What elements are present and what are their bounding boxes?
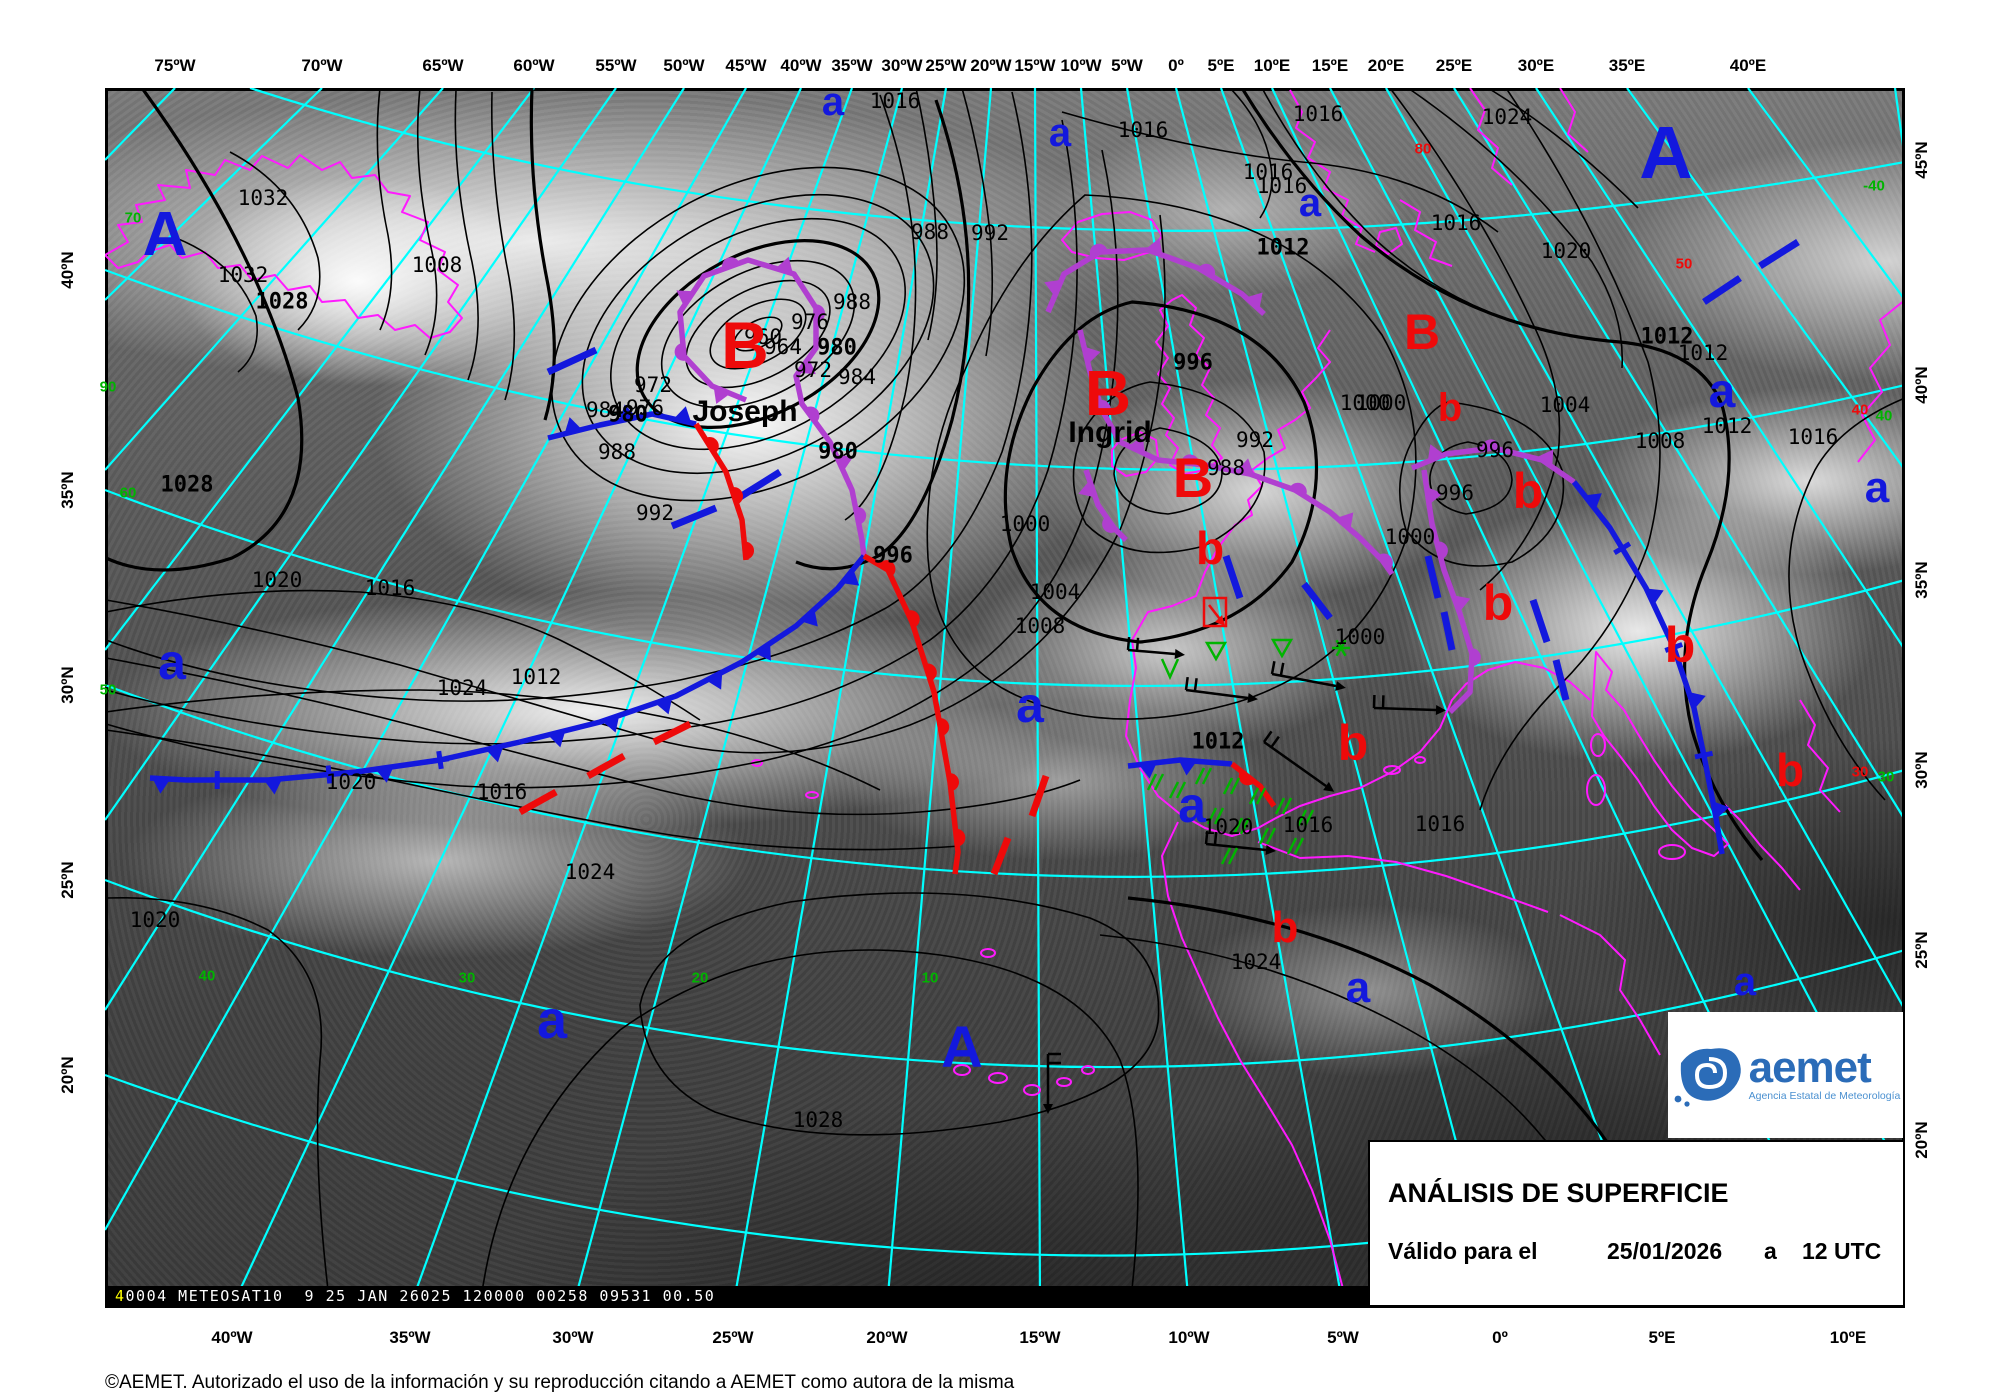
- aemet-logo-tagline: Agencia Estatal de Meteorología: [1748, 1090, 1901, 1103]
- lon-label-top: 40ºW: [780, 56, 822, 75]
- lon-label-bottom: 5ºW: [1327, 1328, 1359, 1347]
- lat-label-left: 30ºN: [58, 666, 77, 704]
- lon-label-bottom: 5ºE: [1648, 1328, 1676, 1347]
- lon-label-top: 15ºE: [1311, 56, 1349, 75]
- lon-label-top: 20ºW: [970, 56, 1012, 75]
- lat-label-right: 25ºN: [1912, 931, 1931, 969]
- lon-label-top: 65ºW: [422, 56, 464, 75]
- lon-label-top: 10ºW: [1060, 56, 1102, 75]
- lon-label-top: 30ºW: [881, 56, 923, 75]
- valid-label: Válido para el: [1388, 1238, 1538, 1264]
- lat-label-right: 30ºN: [1912, 751, 1931, 789]
- lon-label-top: 15ºW: [1014, 56, 1056, 75]
- lat-label-right: 40ºN: [1912, 366, 1931, 404]
- lon-label-bottom: 20ºW: [866, 1328, 908, 1347]
- lon-label-top: 5ºE: [1207, 56, 1235, 75]
- valid-date: 25/01/2026: [1607, 1238, 1723, 1264]
- metadata-first-char: 4: [115, 1287, 126, 1305]
- lon-label-bottom: 0º: [1492, 1328, 1508, 1347]
- lon-label-top: 10ºE: [1253, 56, 1291, 75]
- valid-time: 12 UTC: [1802, 1238, 1882, 1264]
- satellite-map-canvas: [105, 88, 1905, 1308]
- lon-label-top: 30ºE: [1517, 56, 1555, 75]
- lat-label-left: 40ºN: [58, 251, 77, 289]
- valid-time-row: Válido para el 25/01/2026 a 12 UTC: [1370, 1238, 1903, 1268]
- lon-label-top: 35ºE: [1608, 56, 1646, 75]
- lat-label-left: 25ºN: [58, 861, 77, 899]
- lon-label-top: 55ºW: [595, 56, 637, 75]
- aemet-logo-mark-icon: [1674, 1048, 1741, 1107]
- lon-label-top: 45ºW: [725, 56, 767, 75]
- lon-label-bottom: 35ºW: [389, 1328, 431, 1347]
- lat-label-right: 45ºN: [1912, 141, 1931, 179]
- lat-label-left: 35ºN: [58, 471, 77, 509]
- lon-label-bottom: 40ºW: [211, 1328, 253, 1347]
- lon-label-top: 5ºW: [1111, 56, 1143, 75]
- lon-label-top: 75ºW: [154, 56, 196, 75]
- lat-label-left: 20ºN: [58, 1056, 77, 1094]
- lon-label-top: 20ºE: [1367, 56, 1405, 75]
- valid-a: a: [1764, 1238, 1777, 1264]
- analysis-info-panel: ANÁLISIS DE SUPERFICIE Válido para el 25…: [1368, 1140, 1905, 1307]
- metadata-text: 0004 METEOSAT10 9 25 JAN 26025 120000 00…: [125, 1287, 716, 1305]
- lon-label-top: 0º: [1168, 56, 1184, 75]
- lon-label-top: 70ºW: [301, 56, 343, 75]
- lon-label-top: 40ºE: [1729, 56, 1767, 75]
- lon-label-bottom: 30ºW: [552, 1328, 594, 1347]
- lon-label-top: 50ºW: [663, 56, 705, 75]
- lon-label-top: 60ºW: [513, 56, 555, 75]
- lon-label-top: 25ºE: [1435, 56, 1473, 75]
- lon-label-top: 25ºW: [925, 56, 967, 75]
- aemet-logo-wordmark: aemet: [1748, 1042, 1872, 1092]
- copyright-line: ©AEMET. Autorizado el uso de la informac…: [105, 1372, 1015, 1393]
- lon-label-bottom: 10ºW: [1168, 1328, 1210, 1347]
- lat-label-right: 20ºN: [1912, 1121, 1931, 1159]
- lon-label-bottom: 10ºE: [1829, 1328, 1867, 1347]
- lon-label-top: 35ºW: [831, 56, 873, 75]
- aemet-logo: aemet Agencia Estatal de Meteorología: [1668, 1012, 1903, 1138]
- analysis-title: ANÁLISIS DE SUPERFICIE: [1388, 1178, 1729, 1208]
- lat-label-right: 35ºN: [1912, 561, 1931, 599]
- lon-label-bottom: 15ºW: [1019, 1328, 1061, 1347]
- lon-label-bottom: 25ºW: [712, 1328, 754, 1347]
